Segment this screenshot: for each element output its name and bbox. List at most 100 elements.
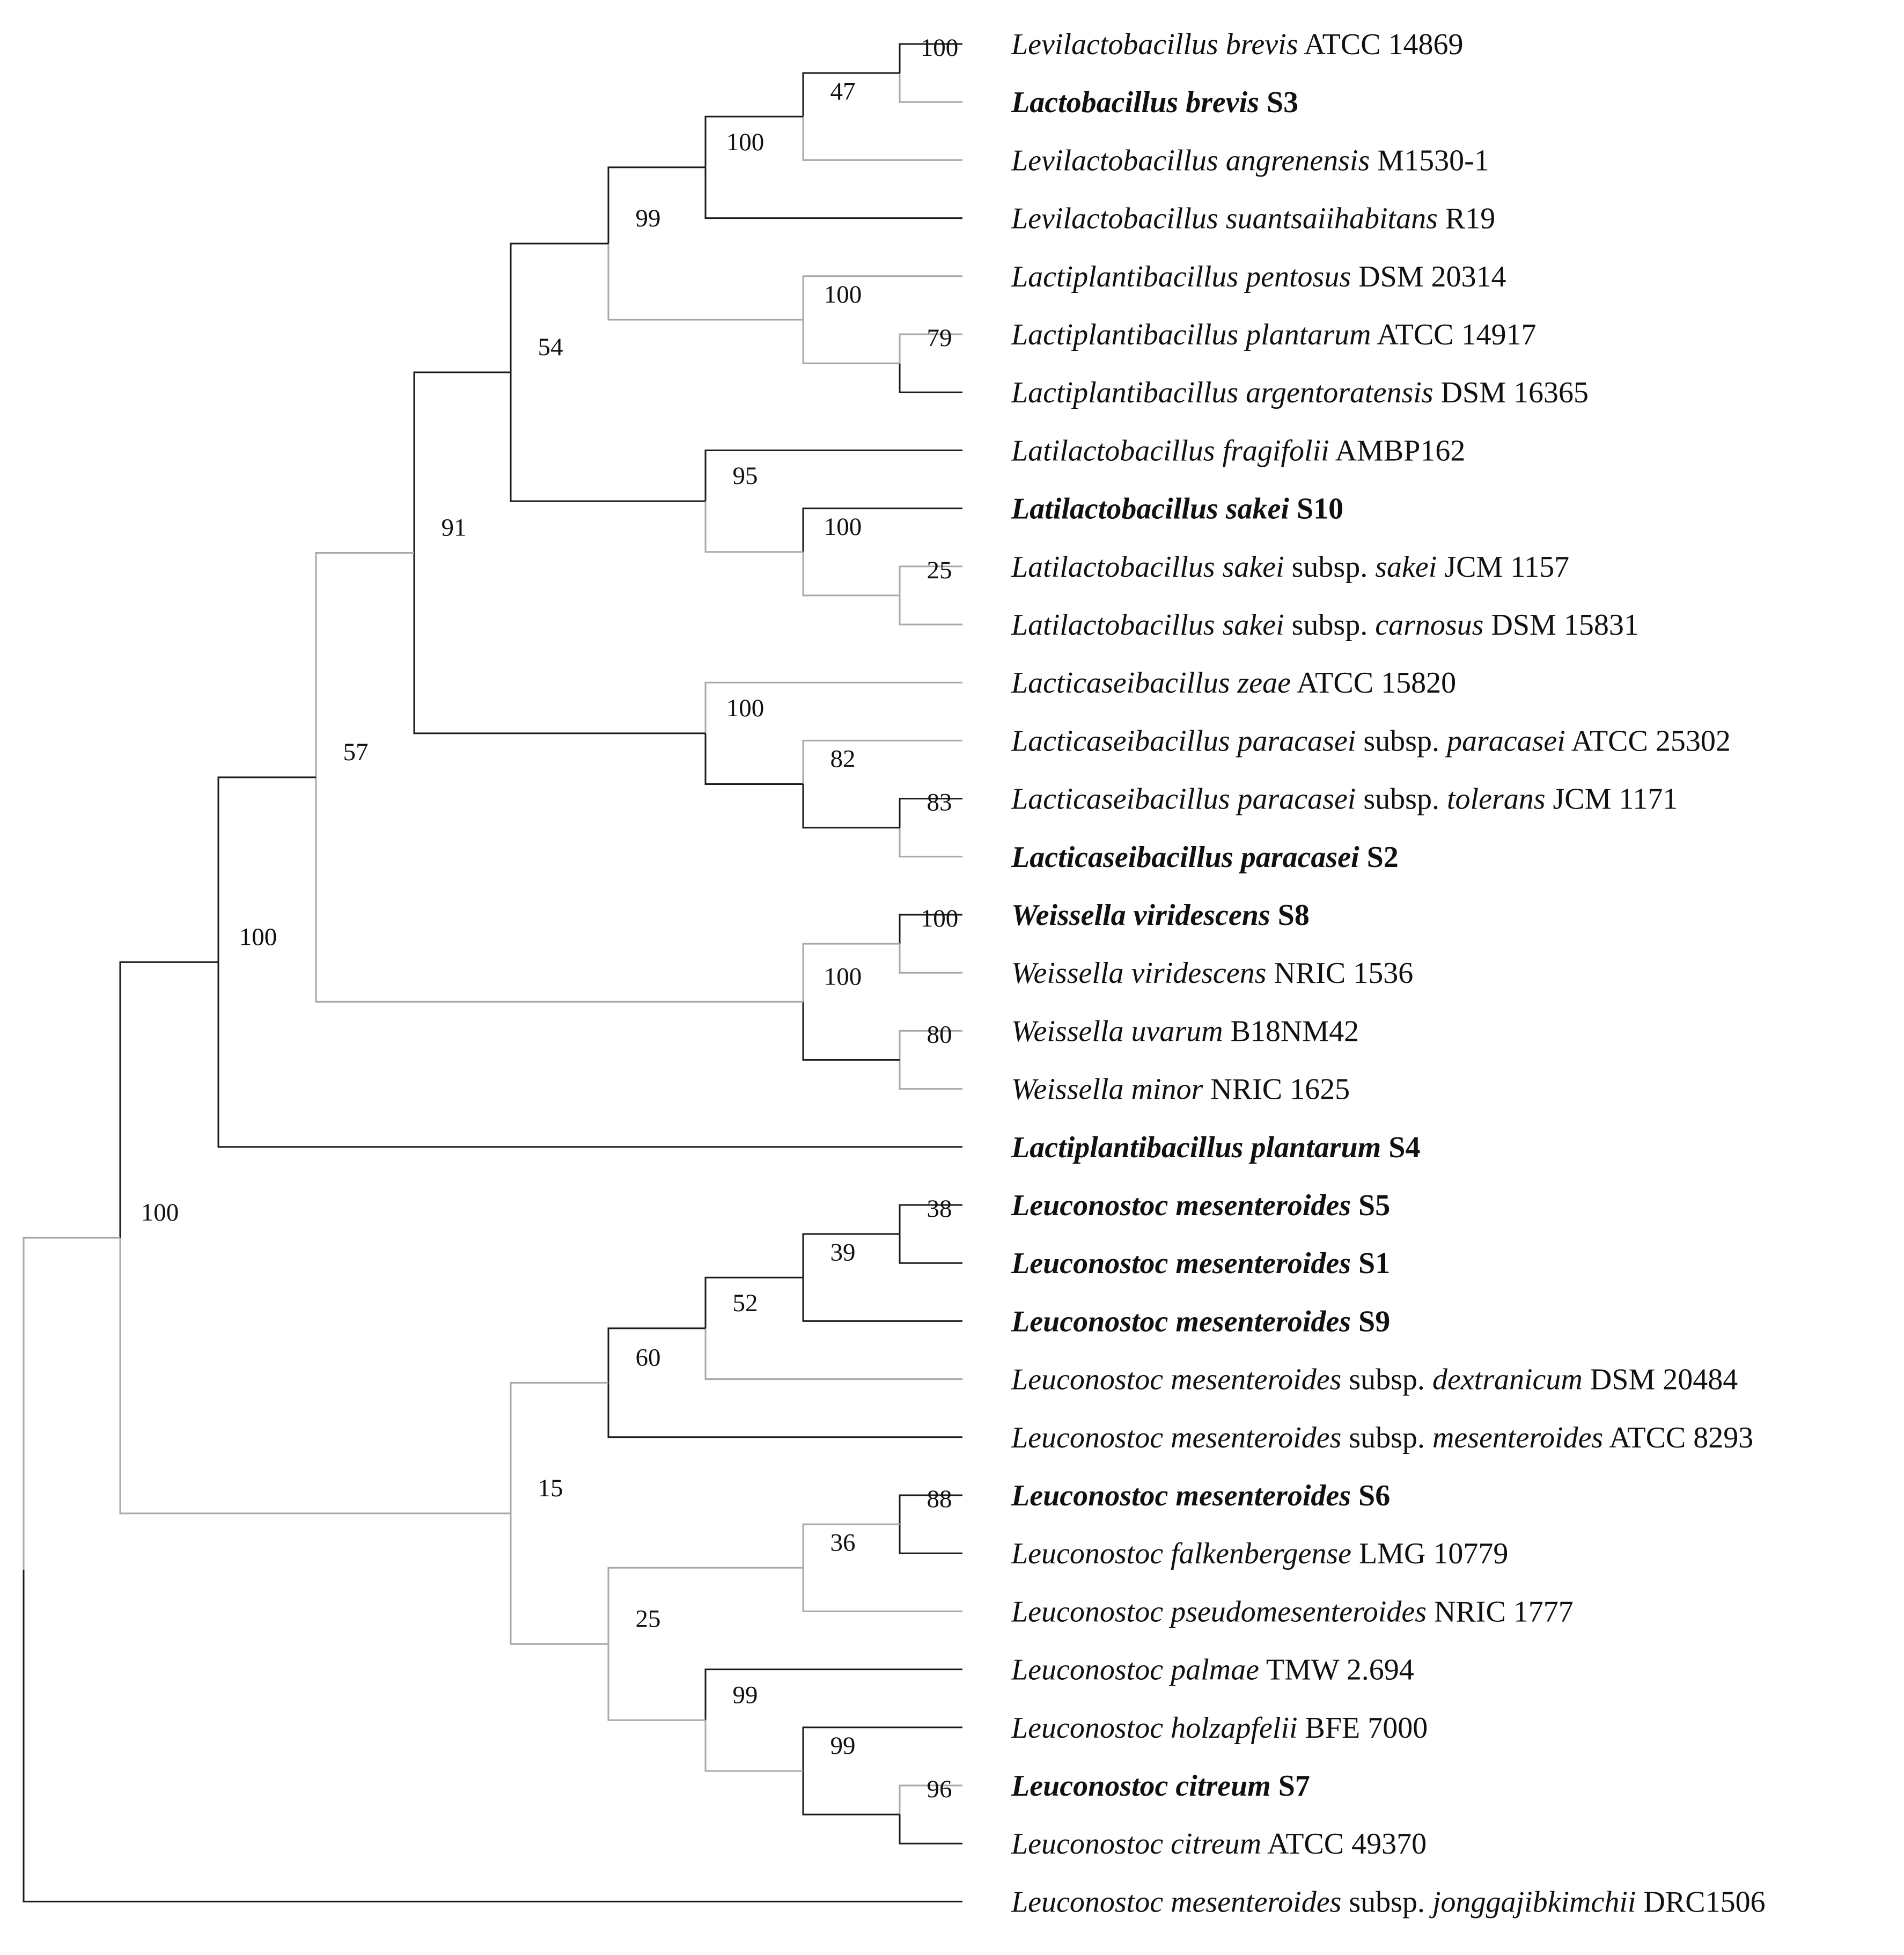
taxon-label-part: Leuconostoc citreum — [1011, 1769, 1271, 1803]
taxon-label-17: Weissella viridescens NRIC 1536 — [1011, 957, 1413, 990]
branch-to-taxon-8 — [704, 449, 962, 502]
bootstrap-value-n10: 54 — [538, 333, 563, 361]
bootstrap-value-n08: 100 — [824, 513, 862, 541]
taxon-label-part: S10 — [1289, 493, 1343, 526]
taxon-label-part: NRIC 1777 — [1427, 1595, 1574, 1628]
branch-to-taxon-11 — [899, 595, 962, 626]
bootstrap-value-n22: 52 — [733, 1289, 758, 1317]
taxon-label-part: Lactiplantibacillus argentoratensis — [1011, 376, 1433, 409]
branch-to-taxon-1 — [899, 43, 962, 74]
branch-to-taxon-3 — [802, 116, 962, 161]
taxon-label-part: Leuconostoc mesenteroides — [1011, 1885, 1341, 1919]
taxon-label-part: Leuconostoc citreum — [1011, 1827, 1261, 1861]
branch-to-taxon-4 — [704, 167, 962, 219]
taxon-label-31: Leuconostoc citreum S7 — [1011, 1769, 1310, 1803]
branch-to-taxon-33 — [23, 1569, 962, 1902]
taxon-label-part: carnosus — [1375, 608, 1483, 642]
taxon-label-24: Leuconostoc mesenteroides subsp. dextran… — [1011, 1363, 1738, 1397]
taxon-label-part: TMW 2.694 — [1259, 1653, 1414, 1687]
branch-to-taxon-16 — [899, 914, 962, 944]
branch-n13-to-n12 — [704, 733, 803, 785]
bootstrap-value-n07: 25 — [927, 556, 952, 584]
branch-n31-to-n19 — [119, 961, 218, 1238]
taxon-label-part: tolerans — [1447, 783, 1546, 816]
bootstrap-value-n03: 100 — [726, 128, 764, 156]
taxon-label-32: Leuconostoc citreum ATCC 49370 — [1011, 1827, 1427, 1861]
taxon-label-1: Levilactobacillus brevis ATCC 14869 — [1011, 28, 1464, 61]
taxon-label-part: Levilactobacillus suantsaiihabitans — [1011, 202, 1438, 236]
branch-n10-to-n06 — [510, 242, 608, 373]
taxon-label-16: Weissella viridescens S8 — [1011, 899, 1310, 932]
taxon-label-part: Leuconostoc mesenteroides — [1011, 1189, 1351, 1222]
taxon-label-part: jonggajibkimchii — [1429, 1885, 1636, 1919]
branch-to-taxon-25 — [607, 1383, 962, 1438]
branch-n06-to-n03 — [607, 166, 705, 244]
taxon-label-part: Lactiplantibacillus pentosus — [1011, 260, 1351, 293]
taxon-label-7: Lactiplantibacillus argentoratensis DSM … — [1011, 376, 1589, 409]
taxon-label-part: Weissella viridescens — [1011, 899, 1270, 932]
taxon-label-part: subsp. — [1284, 550, 1376, 584]
branch-n29-to-n25 — [607, 1567, 803, 1644]
bootstrap-value-n12: 82 — [830, 745, 856, 773]
taxon-label-part: Leuconostoc palmae — [1011, 1653, 1259, 1687]
taxon-label-part: Leuconostoc pseudomesenteroides — [1011, 1595, 1427, 1628]
branch-n02-to-n01 — [802, 72, 900, 117]
taxon-label-part: DRC1506 — [1636, 1885, 1765, 1919]
branch-n17-to-n15 — [802, 943, 900, 1002]
taxon-label-8: Latilactobacillus fragifolii AMBP162 — [1011, 434, 1465, 467]
taxon-label-part: ATCC 8293 — [1603, 1421, 1753, 1454]
taxon-label-18: Weissella uvarum B18NM42 — [1011, 1015, 1359, 1048]
taxon-label-5: Lactiplantibacillus pentosus DSM 20314 — [1011, 260, 1506, 293]
bootstrap-value-n29: 25 — [636, 1605, 661, 1633]
taxon-label-part: NRIC 1625 — [1203, 1073, 1350, 1106]
taxon-label-19: Weissella minor NRIC 1625 — [1011, 1073, 1350, 1106]
branch-to-taxon-24 — [704, 1328, 962, 1380]
bootstrap-value-n06: 99 — [636, 204, 661, 232]
taxon-label-part: AMBP162 — [1329, 434, 1466, 467]
taxon-label-part: subsp. — [1341, 1421, 1432, 1454]
branch-to-taxon-32 — [899, 1814, 962, 1844]
bootstrap-value-n04: 79 — [927, 324, 952, 352]
branch-to-taxon-19 — [899, 1060, 962, 1090]
bootstrap-value-n16: 80 — [927, 1021, 952, 1049]
bootstrap-value-n05: 100 — [824, 281, 862, 308]
taxon-label-28: Leuconostoc pseudomesenteroides NRIC 177… — [1011, 1595, 1574, 1628]
taxon-label-part: subsp. — [1341, 1363, 1432, 1397]
branch-n23-to-n22 — [607, 1327, 705, 1383]
taxon-label-part: S4 — [1381, 1131, 1420, 1164]
taxon-label-26: Leuconostoc mesenteroides S6 — [1011, 1479, 1390, 1512]
taxon-label-part: S8 — [1270, 899, 1310, 932]
taxon-label-part: DSM 20314 — [1351, 260, 1506, 293]
taxon-label-part: Lacticaseibacillus paracasei — [1011, 783, 1356, 816]
taxon-label-23: Leuconostoc mesenteroides S9 — [1011, 1305, 1390, 1338]
taxon-label-29: Leuconostoc palmae TMW 2.694 — [1011, 1653, 1414, 1687]
branch-n14-to-n10 — [413, 371, 511, 553]
branch-to-taxon-14 — [899, 798, 962, 828]
branch-n30-to-n29 — [510, 1513, 608, 1645]
taxon-label-2: Lactobacillus brevis S3 — [1011, 86, 1298, 119]
branch-n31-to-n30 — [119, 1238, 511, 1515]
bootstrap-value-n30: 15 — [538, 1474, 563, 1502]
taxon-label-part: BFE 7000 — [1298, 1711, 1428, 1745]
bootstrap-value-n21: 39 — [830, 1238, 856, 1266]
taxon-label-14: Lacticaseibacillus paracasei subsp. tole… — [1011, 783, 1678, 816]
bootstrap-value-n23: 60 — [636, 1343, 661, 1371]
bootstrap-value-n27: 99 — [830, 1732, 856, 1760]
taxon-label-part: ATCC 14869 — [1298, 28, 1464, 61]
bootstrap-value-n15: 100 — [921, 905, 959, 932]
taxon-label-part: subsp. — [1341, 1885, 1432, 1919]
taxon-label-part: Leuconostoc mesenteroides — [1011, 1479, 1351, 1512]
taxon-label-9: Latilactobacillus sakei S10 — [1011, 493, 1343, 526]
branch-to-taxon-27 — [899, 1524, 962, 1554]
taxon-label-part: S7 — [1271, 1769, 1310, 1803]
taxon-label-15: Lacticaseibacillus paracasei S2 — [1011, 841, 1399, 874]
branch-n06-to-n05 — [607, 243, 803, 321]
taxon-label-11: Latilactobacillus sakei subsp. carnosus … — [1011, 608, 1639, 642]
bootstrap-value-n24: 88 — [927, 1485, 952, 1513]
branch-n32-to-n31 — [23, 1237, 120, 1570]
taxon-label-25: Leuconostoc mesenteroides subsp. mesente… — [1011, 1421, 1753, 1454]
branch-to-taxon-23 — [802, 1277, 962, 1322]
taxon-label-part: Latilactobacillus sakei — [1011, 550, 1284, 584]
taxon-label-part: M1530-1 — [1370, 144, 1489, 177]
branch-to-taxon-10 — [899, 565, 962, 596]
